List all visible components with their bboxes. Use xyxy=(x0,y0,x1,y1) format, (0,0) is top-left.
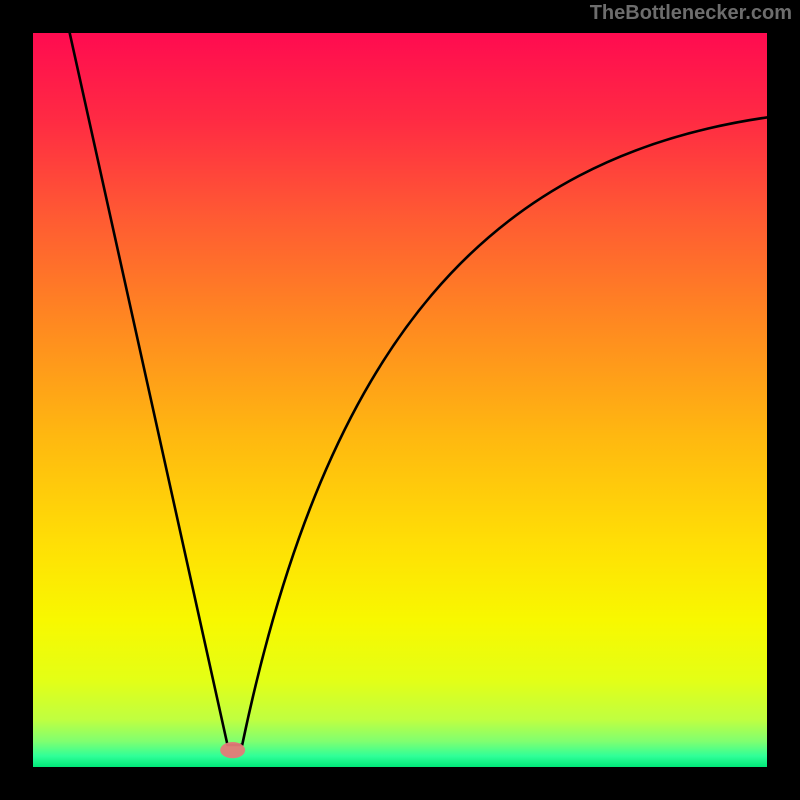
plot-area xyxy=(33,33,767,767)
chart-frame: TheBottlenecker.com xyxy=(0,0,800,800)
plot-svg xyxy=(33,33,767,767)
attribution-text: TheBottlenecker.com xyxy=(590,2,792,25)
optimal-point-marker xyxy=(220,742,245,758)
